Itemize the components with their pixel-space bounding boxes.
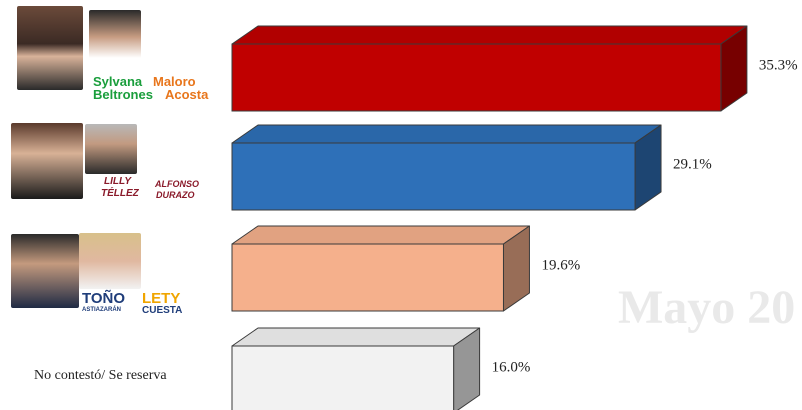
candidate-name-alfonso-last: DURAZO (156, 190, 195, 200)
candidate-name-lilly-first: LILLY (104, 176, 132, 187)
bar-2-top-face (231, 124, 662, 144)
no-answer-label: No contestó/ Se reserva (34, 368, 167, 383)
candidate-name-lety-first: LETY (142, 290, 181, 307)
bar-2-value-label: 29.1% (673, 157, 712, 173)
candidate-photo-alfonso (85, 124, 137, 174)
bar-3-top-face (231, 225, 530, 245)
candidate-photo-lilly (11, 123, 83, 199)
bar-3-value-label: 19.6% (541, 258, 580, 274)
candidate-name-tono-first: TOÑO (82, 290, 126, 307)
candidate-name-tono-last: ASTIAZARÁN (82, 307, 121, 313)
candidate-name-sylvana-last: Beltrones (93, 87, 153, 102)
candidate-name-lety-last: CUESTA (142, 305, 183, 316)
bar-1-value-label: 35.3% (759, 58, 798, 74)
bar-1 (231, 43, 722, 112)
candidate-photo-lety (79, 233, 141, 289)
bar-4 (231, 345, 455, 410)
watermark-text: Mayo 20 (618, 281, 796, 334)
bar-2 (231, 142, 636, 211)
candidate-name-lilly-last: TÉLLEZ (101, 188, 139, 199)
bar-3 (231, 243, 504, 312)
candidate-photo-sylvana (17, 6, 83, 90)
candidate-name-alfonso-first: ALFONSO (155, 179, 199, 189)
candidate-photo-maloro (89, 10, 141, 70)
bar-4-top-face (231, 327, 481, 347)
candidate-name-maloro-first: Maloro (153, 74, 196, 89)
bar-1-top-face (231, 25, 748, 45)
candidate-photo-tono (11, 234, 79, 308)
candidate-name-sylvana-first: Sylvana (93, 74, 143, 89)
candidate-name-maloro-last: Acosta (165, 87, 209, 102)
bar-4-value-label: 16.0% (492, 360, 531, 376)
